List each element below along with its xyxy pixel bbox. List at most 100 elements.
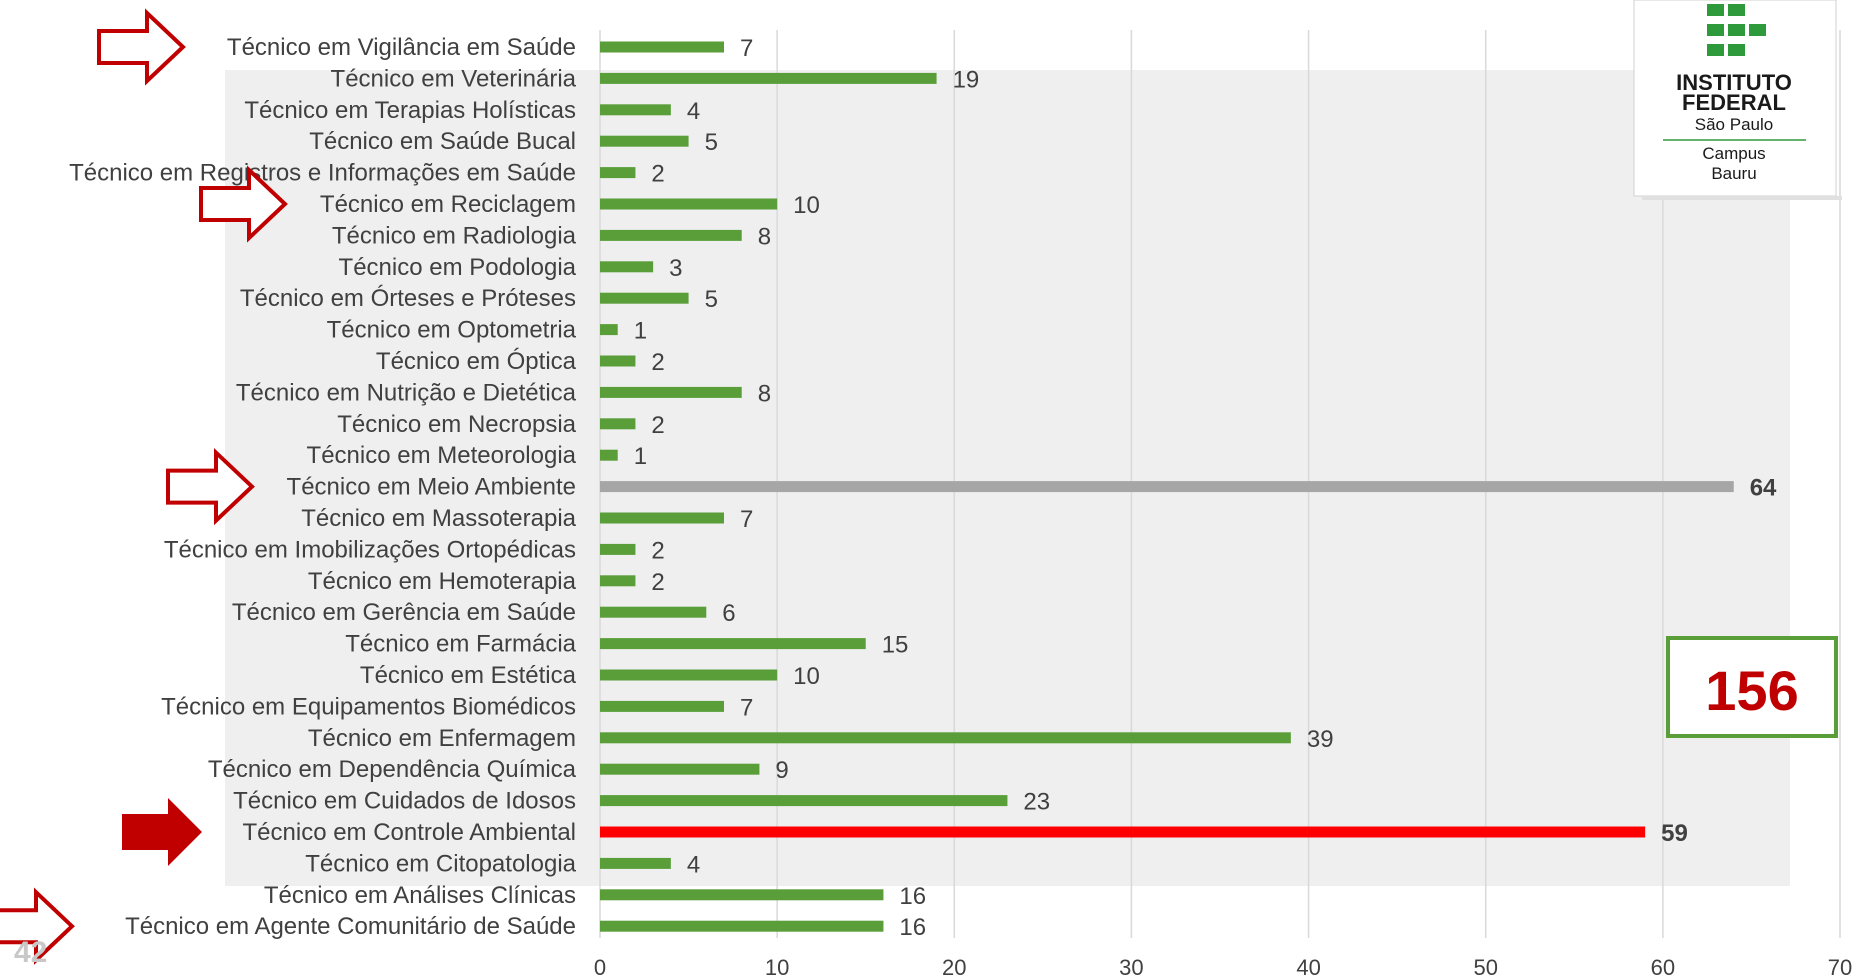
value-label: 15 [882, 632, 909, 659]
category-label: Técnico em Nutrição e Dietética [236, 379, 577, 406]
category-label: Técnico em Órteses e Próteses [240, 285, 576, 312]
x-tick-label: 40 [1296, 955, 1320, 980]
bar [600, 355, 636, 367]
value-label: 3 [669, 255, 682, 282]
bar [600, 292, 689, 304]
category-label: Técnico em Citopatologia [305, 850, 576, 877]
category-label: Técnico em Dependência Química [208, 756, 577, 783]
value-label: 7 [740, 35, 753, 62]
bar [600, 261, 654, 273]
bar [600, 575, 636, 587]
page-number: 42 [14, 936, 47, 969]
category-label: Técnico em Podologia [339, 254, 577, 281]
category-label: Técnico em Estética [360, 662, 577, 689]
value-label: 5 [705, 129, 718, 156]
total-box: 156 [1666, 636, 1838, 738]
category-label: Técnico em Farmácia [345, 631, 576, 658]
value-label: 19 [953, 66, 980, 93]
bar [600, 135, 689, 147]
bar [600, 700, 724, 712]
bar [600, 826, 1646, 838]
value-label: 7 [740, 694, 753, 721]
arrows [0, 8, 288, 965]
category-label: Técnico em Registros e Informações em Sa… [69, 160, 576, 187]
bar [600, 198, 778, 210]
value-label: 8 [758, 223, 771, 250]
category-label: Técnico em Hemoterapia [308, 568, 577, 595]
outline-arrow-icon [199, 165, 288, 243]
logo-line-1: INSTITUTO [1676, 70, 1792, 95]
bar [600, 920, 884, 932]
category-label: Técnico em Controle Ambiental [243, 819, 577, 846]
category-label: Técnico em Gerência em Saúde [232, 599, 576, 626]
bar [600, 512, 724, 524]
category-label: Técnico em Radiologia [332, 222, 577, 249]
bar [600, 857, 671, 869]
institute-logo: INSTITUTO FEDERAL São Paulo Campus Bauru [1633, 0, 1842, 200]
category-label: Técnico em Reciclagem [320, 191, 576, 218]
filled-arrow-icon [122, 798, 202, 866]
outline-arrow-icon [97, 8, 186, 86]
value-label: 8 [758, 380, 771, 407]
x-tick-label: 60 [1651, 955, 1675, 980]
value-label: 39 [1307, 726, 1334, 753]
value-label: 2 [651, 412, 664, 439]
category-labels: Técnico em Vigilância em Saúde Técnico em… [69, 34, 577, 940]
bar [600, 543, 636, 555]
value-label: 16 [899, 914, 926, 941]
value-label: 2 [651, 349, 664, 376]
value-label: 1 [634, 443, 647, 470]
plot-background-panel [225, 70, 1790, 886]
bar [600, 638, 866, 650]
category-label: Técnico em Agente Comunitário de Saúde [125, 913, 576, 940]
value-label: 1 [634, 318, 647, 345]
bars [600, 41, 1734, 932]
outline-arrow-icon [166, 447, 255, 526]
x-tick-label: 10 [765, 955, 789, 980]
bar [600, 72, 937, 84]
value-label: 7 [740, 506, 753, 533]
category-label: Técnico em Meteorologia [307, 442, 577, 469]
category-label: Técnico em Vigilância em Saúde [227, 34, 576, 61]
value-label: 9 [775, 757, 788, 784]
x-tick-label: 20 [942, 955, 966, 980]
bar [600, 104, 671, 116]
x-tick-label: 30 [1119, 955, 1143, 980]
x-tick-label: 70 [1828, 955, 1852, 980]
value-label: 23 [1023, 789, 1050, 816]
logo-line-5: Bauru [1711, 164, 1756, 183]
category-label: Técnico em Necropsia [337, 411, 576, 438]
value-label: 59 [1661, 820, 1688, 847]
category-label: Técnico em Meio Ambiente [287, 474, 576, 501]
bar [600, 386, 742, 398]
logo-squares-icon [1707, 4, 1766, 56]
category-label: Técnico em Análises Clínicas [264, 882, 576, 909]
bar [600, 732, 1291, 744]
value-label: 4 [687, 851, 700, 878]
bar [600, 795, 1008, 807]
total-value: 156 [1705, 659, 1798, 722]
logo-line-3: São Paulo [1695, 115, 1773, 134]
category-label: Técnico em Saúde Bucal [309, 128, 576, 155]
bar [600, 889, 884, 901]
bar [600, 324, 618, 336]
value-label: 10 [793, 663, 820, 690]
category-label: Técnico em Veterinária [331, 65, 577, 92]
category-label: Técnico em Terapias Holísticas [244, 97, 576, 124]
value-label: 64 [1750, 475, 1777, 502]
value-label: 4 [687, 98, 700, 125]
bar [600, 167, 636, 179]
x-tick-label: 0 [594, 955, 606, 980]
category-label: Técnico em Óptica [376, 348, 577, 375]
bar [600, 418, 636, 430]
bar [600, 229, 742, 241]
value-label: 2 [651, 161, 664, 188]
category-label: Técnico em Imobilizações Ortopédicas [164, 536, 576, 563]
category-label: Técnico em Optometria [327, 317, 577, 344]
x-tick-label: 50 [1473, 955, 1497, 980]
total-box-frame [1666, 636, 1838, 738]
bar [600, 763, 760, 775]
value-label: 2 [651, 569, 664, 596]
category-label: Técnico em Cuidados de Idosos [233, 788, 576, 815]
